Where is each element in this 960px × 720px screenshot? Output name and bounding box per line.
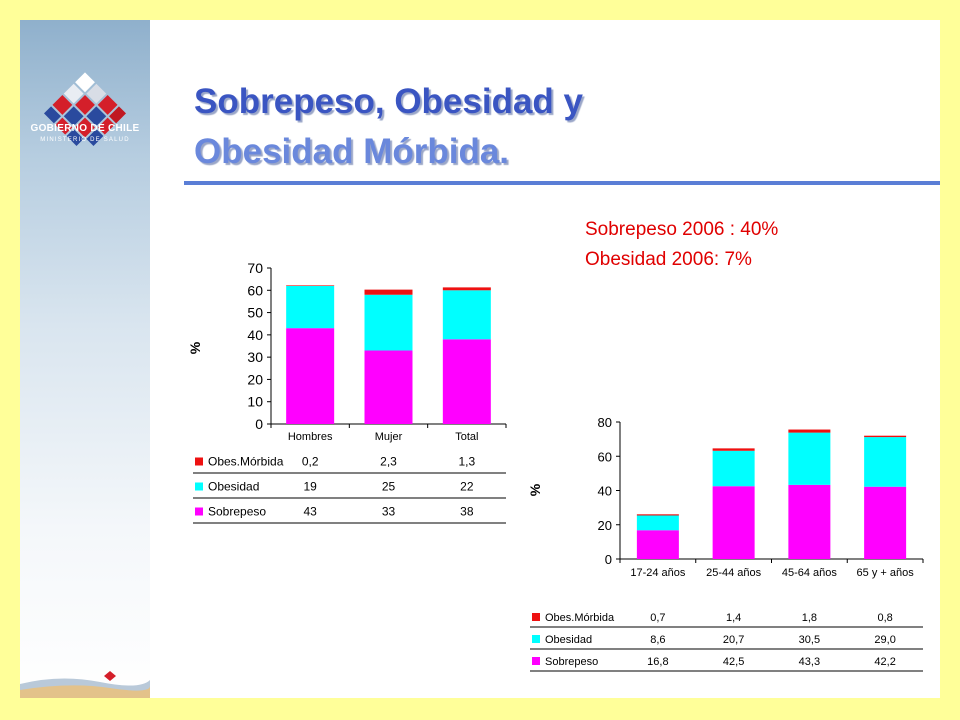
y-tick-label: 50 xyxy=(247,305,263,321)
bar-obesidad-mujer xyxy=(364,294,413,351)
bar-sobrepeso-mujer xyxy=(364,350,413,424)
bar-obes-morbida-mujer xyxy=(364,289,413,295)
bar-obes-morbida-17-24-anos xyxy=(636,514,679,516)
table-value-obesidad-45-64-anos: 30,5 xyxy=(799,634,820,646)
legend-label-sobrepeso: Sobrepeso xyxy=(545,656,598,668)
table-value-obes-morbida-17-24-anos: 0,7 xyxy=(650,612,665,624)
chart-by-age: 0 20 40 60 80% 17-24 años 25-44 años 45-64 años… xyxy=(527,415,924,672)
table-value-sobrepeso-25-44-anos: 42,5 xyxy=(723,656,744,668)
chart-by-sex: 0 10 20 30 40 50 60 70% Hombres Mujer Total Obes.Mó… xyxy=(187,260,507,524)
sidebar-band: GOBIERNO DE CHILE MINISTERIO DE SALUD xyxy=(20,20,150,698)
y-tick-label: 60 xyxy=(598,449,612,464)
page-title-line2: Obesidad Mórbida. xyxy=(194,132,510,171)
bar-obesidad-total xyxy=(442,290,491,340)
bar-obes-morbida-25-44-anos xyxy=(712,448,755,451)
y-axis-label: % xyxy=(187,341,203,354)
bar-obesidad-17-24-anos xyxy=(636,515,679,531)
slide: GOBIERNO DE CHILE MINISTERIO DE SALUD So… xyxy=(20,20,940,698)
table-value-obesidad-hombres: 19 xyxy=(303,480,317,494)
title-underline xyxy=(184,181,940,185)
table-value-sobrepeso-total: 38 xyxy=(460,505,474,519)
legend-swatch-obesidad xyxy=(532,635,540,643)
y-tick-label: 30 xyxy=(247,349,263,365)
table-value-obes-morbida-mujer: 2,3 xyxy=(380,455,397,469)
y-axis-label: % xyxy=(527,483,543,496)
table-value-obesidad-mujer: 25 xyxy=(382,480,396,494)
table-value-sobrepeso-hombres: 43 xyxy=(303,505,317,519)
legend-swatch-sobrepeso xyxy=(532,657,540,665)
logo-text: GOBIERNO DE CHILE xyxy=(30,123,140,134)
legend-label-obes-morbida: Obes.Mórbida xyxy=(545,612,615,624)
bar-obes-morbida-45-64-anos xyxy=(788,429,831,433)
y-tick-label: 20 xyxy=(247,371,263,387)
y-tick-label: 0 xyxy=(605,552,612,567)
legend-swatch-obesidad xyxy=(195,482,203,491)
y-tick-label: 0 xyxy=(255,416,263,432)
table-value-sobrepeso-65-y-anos: 42,2 xyxy=(874,656,895,668)
x-tick-label: 45-64 años xyxy=(782,567,838,579)
hills-decoration xyxy=(20,671,150,698)
table-value-obes-morbida-25-44-anos: 1,4 xyxy=(726,612,741,624)
bar-obesidad-45-64-anos xyxy=(788,432,831,485)
page-title-line1: Sobrepeso, Obesidad y xyxy=(194,82,583,121)
table-value-obes-morbida-65-y-anos: 0,8 xyxy=(877,612,892,624)
y-tick-label: 10 xyxy=(247,394,263,410)
x-tick-label: 25-44 años xyxy=(706,567,762,579)
table-value-obes-morbida-total: 1,3 xyxy=(458,455,475,469)
bar-sobrepeso-45-64-anos xyxy=(788,484,831,559)
note-sobrepeso-2006: Sobrepeso 2006 : 40% xyxy=(585,219,779,240)
table-value-sobrepeso-45-64-anos: 43,3 xyxy=(799,656,820,668)
note-obesidad-2006: Obesidad 2006: 7% xyxy=(585,249,752,270)
x-tick-label: Hombres xyxy=(288,431,333,443)
bar-obes-morbida-65-y-anos xyxy=(864,435,907,438)
legend-swatch-obes-morbida xyxy=(532,613,540,621)
bar-obes-morbida-hombres xyxy=(286,285,335,286)
y-tick-label: 40 xyxy=(247,327,263,343)
y-tick-label: 20 xyxy=(598,518,612,533)
bar-sobrepeso-17-24-anos xyxy=(636,530,679,559)
table-value-obesidad-total: 22 xyxy=(460,480,474,494)
y-tick-label: 60 xyxy=(247,282,263,298)
bar-obes-morbida-total xyxy=(442,287,491,291)
table-value-obesidad-25-44-anos: 20,7 xyxy=(723,634,744,646)
bar-sobrepeso-hombres xyxy=(286,328,335,424)
legend-label-sobrepeso: Sobrepeso xyxy=(208,505,266,519)
bar-sobrepeso-65-y-anos xyxy=(864,486,907,559)
x-tick-label: Total xyxy=(455,431,478,443)
bar-obesidad-65-y-anos xyxy=(864,437,907,487)
x-tick-label: 65 y + años xyxy=(857,567,915,579)
x-tick-label: Mujer xyxy=(375,431,403,443)
bar-obesidad-25-44-anos xyxy=(712,450,755,487)
logo-subtext: MINISTERIO DE SALUD xyxy=(40,137,130,143)
bar-obesidad-hombres xyxy=(286,285,335,329)
table-value-sobrepeso-mujer: 33 xyxy=(382,505,396,519)
legend-label-obes-morbida: Obes.Mórbida xyxy=(208,455,284,469)
table-value-sobrepeso-17-24-anos: 16,8 xyxy=(647,656,668,668)
chilean-government-logo-icon xyxy=(43,72,127,146)
y-tick-label: 40 xyxy=(598,484,612,499)
y-tick-label: 70 xyxy=(247,260,263,276)
legend-swatch-obes-morbida xyxy=(195,457,203,466)
bar-sobrepeso-total xyxy=(442,339,491,424)
table-value-obesidad-65-y-anos: 29,0 xyxy=(874,634,895,646)
legend-label-obesidad: Obesidad xyxy=(208,480,259,494)
x-tick-label: 17-24 años xyxy=(630,567,686,579)
table-value-obes-morbida-hombres: 0,2 xyxy=(302,455,319,469)
table-value-obes-morbida-45-64-anos: 1,8 xyxy=(802,612,817,624)
y-tick-label: 80 xyxy=(598,415,612,430)
legend-swatch-sobrepeso xyxy=(195,507,203,516)
bar-sobrepeso-25-44-anos xyxy=(712,486,755,559)
table-value-obesidad-17-24-anos: 8,6 xyxy=(650,634,665,646)
legend-label-obesidad: Obesidad xyxy=(545,634,592,646)
